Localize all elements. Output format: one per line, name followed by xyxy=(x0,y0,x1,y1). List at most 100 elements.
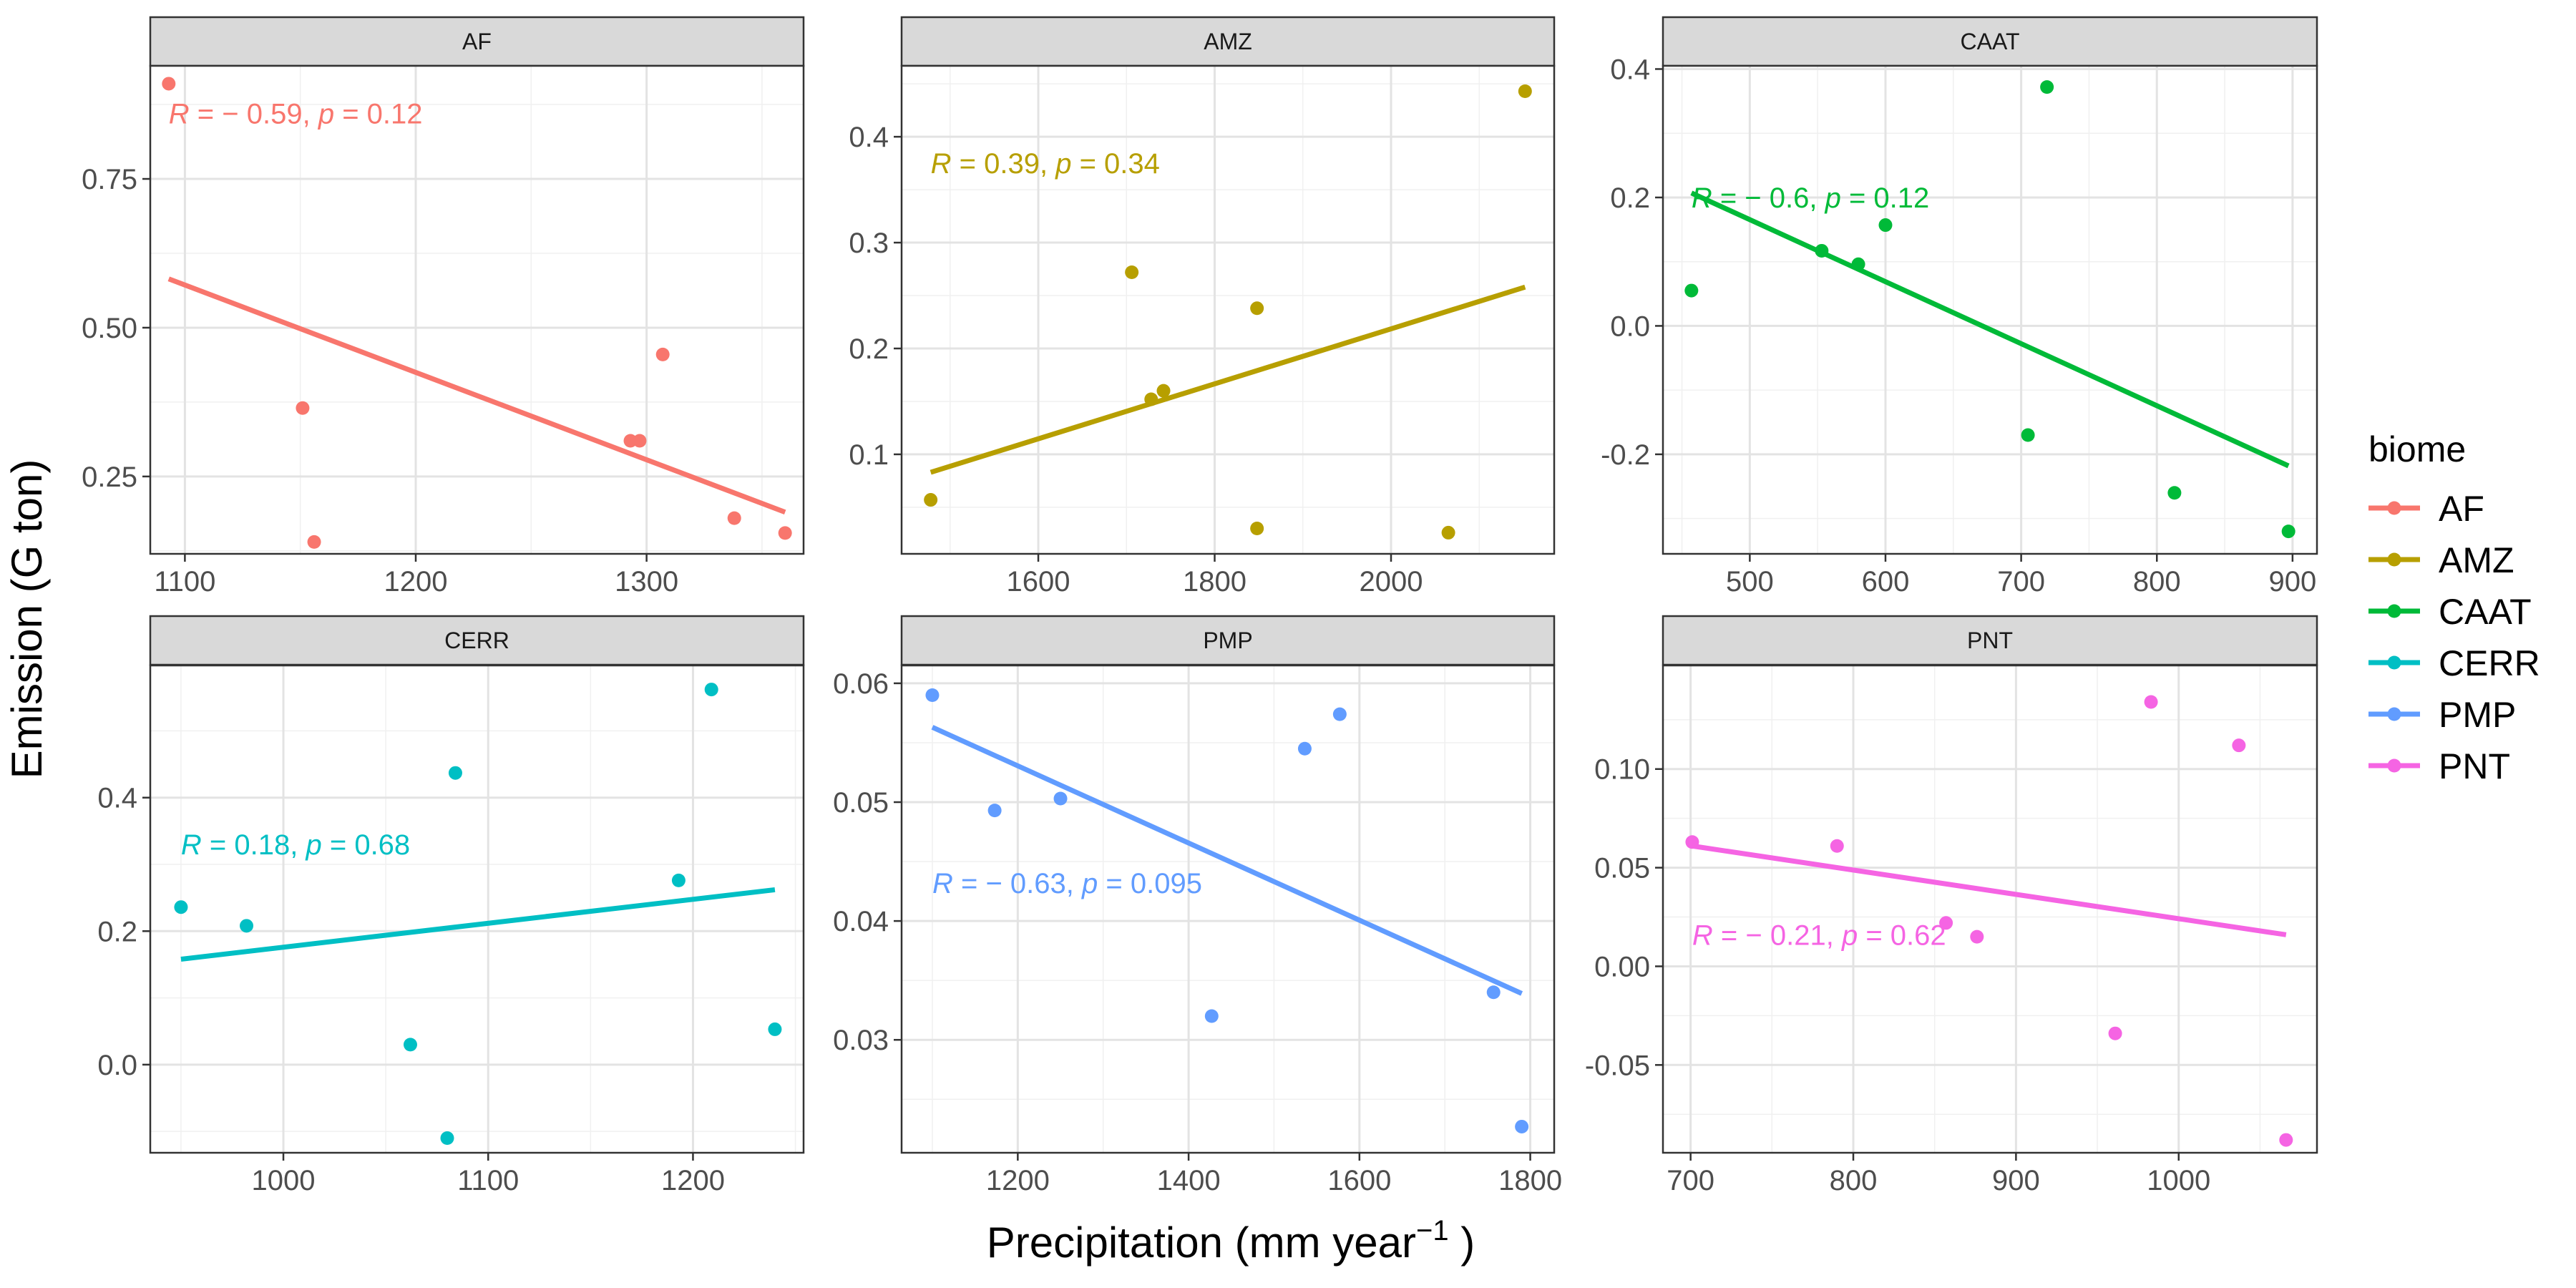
legend-entry-label: CERR xyxy=(2439,643,2540,683)
legend-entry-label: PNT xyxy=(2439,746,2510,786)
regression-line xyxy=(1692,843,2287,937)
x-tick-label: 1800 xyxy=(1498,1165,1562,1196)
legend-entry-label: AF xyxy=(2439,489,2484,529)
y-tick-label: 0.0 xyxy=(97,1050,137,1081)
data-point xyxy=(1815,243,1829,258)
legend-entry-amz: AMZ xyxy=(2368,540,2514,580)
data-point xyxy=(2021,428,2035,442)
y-tick-label: 0.50 xyxy=(82,313,137,344)
x-tick-label: 1400 xyxy=(1157,1165,1221,1196)
data-point xyxy=(1878,218,1893,233)
x-tick-label: 1100 xyxy=(457,1165,519,1196)
y-tick-label: 0.1 xyxy=(849,439,889,471)
correlation-annotation: R = 0.39, p = 0.34 xyxy=(931,148,1160,180)
x-tick-label: 2000 xyxy=(1360,566,1423,597)
annotation-value: = 0.095 xyxy=(1098,868,1202,899)
regression-line xyxy=(1690,190,2290,469)
y-tick-label: 0.04 xyxy=(833,906,889,937)
legend-entry-label: AMZ xyxy=(2439,540,2514,580)
panel-amz: AMZ 1600 1800 2000 0.1 0.2 0.3 0.4 R = 0.39, p =… xyxy=(849,16,1556,597)
facet-strip-label: AF xyxy=(462,29,492,54)
panel-background xyxy=(1663,66,2317,554)
facet-strip xyxy=(149,16,805,67)
panel-background xyxy=(1663,665,2317,1153)
data-point xyxy=(987,804,1002,818)
data-point xyxy=(2232,738,2246,753)
y-tick-label: 0.4 xyxy=(97,783,137,814)
y-axis-title: Emission (G ton) xyxy=(3,459,51,779)
data-point xyxy=(1685,835,1699,849)
x-tick-label: 900 xyxy=(1992,1165,2040,1196)
data-point xyxy=(2281,525,2296,539)
legend-entry-label: CAAT xyxy=(2439,592,2532,632)
annotation-symbol: R xyxy=(181,829,202,861)
x-tick-label: 1200 xyxy=(661,1165,725,1196)
y-tick-label: 0.4 xyxy=(849,122,889,153)
annotation-symbol: p xyxy=(1055,148,1071,180)
legend-key-point xyxy=(2387,758,2401,773)
x-tick-label: 1200 xyxy=(384,566,448,597)
annotation-symbol: R xyxy=(1692,182,1712,214)
annotation-value: = − 0.59, xyxy=(190,99,318,130)
x-tick-label: 1800 xyxy=(1183,566,1246,597)
y-tick-label: 0.25 xyxy=(82,462,137,493)
data-point xyxy=(440,1131,454,1145)
legend-key-point xyxy=(2387,552,2401,567)
legend-key-point xyxy=(2387,604,2401,618)
data-point xyxy=(1156,384,1171,398)
data-point xyxy=(1250,521,1264,535)
x-axis-title-superscript: −1 xyxy=(1416,1215,1449,1246)
annotation-value: = 0.62 xyxy=(1858,919,1946,951)
data-point xyxy=(1851,257,1865,271)
data-point xyxy=(924,493,938,507)
panel-background xyxy=(902,665,1554,1153)
panel-background xyxy=(150,665,804,1153)
data-point xyxy=(1125,265,1139,279)
x-axis-title-main: Precipitation (mm year xyxy=(987,1219,1416,1267)
facet-strip xyxy=(900,16,1556,67)
x-axis-title: Precipitation (mm year−1 ) xyxy=(987,1215,1475,1267)
legend-entry-label: PMP xyxy=(2439,695,2516,735)
data-point xyxy=(655,347,670,361)
panel-pmp: PMP 1200 1400 1600 1800 0.03 0.04 0.05 0.06 R = −… xyxy=(833,615,1562,1196)
y-tick-label: 0.75 xyxy=(82,164,137,195)
panel-af: AF 1100 1200 1300 0.25 0.50 0.75 R = − 0.59, p … xyxy=(82,16,805,597)
data-point xyxy=(1053,791,1068,806)
x-tick-label: 1300 xyxy=(615,566,678,597)
x-tick-label: 1000 xyxy=(2147,1165,2210,1196)
facet-strip xyxy=(900,615,1556,666)
panel-border xyxy=(149,664,805,1154)
legend-title: biome xyxy=(2368,429,2466,469)
data-point xyxy=(1830,839,1844,853)
y-tick-label: 0.10 xyxy=(1594,754,1650,786)
data-point xyxy=(1441,525,1455,540)
annotation-symbol: p xyxy=(318,99,334,130)
facet-strip xyxy=(1662,615,2318,666)
data-point xyxy=(1970,930,1984,944)
legend-key-point xyxy=(2387,501,2401,515)
y-tick-label: 0.2 xyxy=(849,333,889,365)
data-point xyxy=(2279,1133,2293,1147)
data-point xyxy=(1250,301,1264,316)
data-point xyxy=(448,766,462,780)
data-point xyxy=(727,511,741,525)
annotation-symbol: R xyxy=(1692,919,1713,951)
data-point xyxy=(1684,283,1699,298)
x-tick-label: 500 xyxy=(1726,566,1774,597)
x-tick-label: 1000 xyxy=(252,1165,316,1196)
y-tick-label: 0.2 xyxy=(97,916,137,947)
annotation-value: = 0.39, xyxy=(952,148,1056,180)
data-point xyxy=(1515,1119,1529,1133)
facet-strip-label: CERR xyxy=(444,628,509,653)
data-point xyxy=(1486,985,1501,1000)
x-tick-label: 600 xyxy=(1862,566,1910,597)
legend-key-point xyxy=(2387,707,2401,721)
annotation-value: = 0.12 xyxy=(1841,182,1929,214)
data-point xyxy=(2144,695,2158,709)
regression-line xyxy=(167,276,786,515)
annotation-value: = 0.12 xyxy=(334,99,422,130)
x-tick-label: 1600 xyxy=(1007,566,1070,597)
y-tick-label: -0.05 xyxy=(1585,1050,1650,1081)
legend-key-point xyxy=(2387,655,2401,670)
data-point xyxy=(1332,707,1347,721)
